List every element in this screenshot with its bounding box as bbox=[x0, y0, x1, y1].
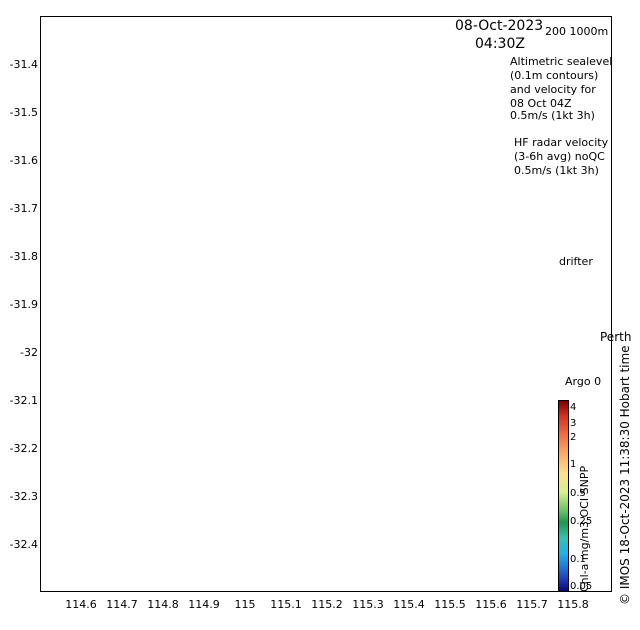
lon-tick: 115.8 bbox=[557, 598, 589, 611]
lon-tick: 115.2 bbox=[311, 598, 343, 611]
lon-tick: 115.5 bbox=[434, 598, 466, 611]
lon-tick: 115.7 bbox=[516, 598, 548, 611]
map-time-title: 04:30Z bbox=[475, 36, 525, 52]
lat-tick: -32.3 bbox=[9, 490, 38, 503]
drifter-label: drifter bbox=[559, 255, 593, 268]
altimetry-legend-text: Altimetric sealevel (0.1m contours) and … bbox=[510, 55, 613, 110]
lon-tick: 114.8 bbox=[147, 598, 179, 611]
colorbar-title: Chl-a mg/m3 OCI SNPP bbox=[578, 465, 591, 592]
hf-radar-legend-text: HF radar velocity (3-6h avg) noQC 0.5m/s… bbox=[514, 136, 609, 177]
lon-tick: 114.9 bbox=[188, 598, 220, 611]
colorbar-tick: 2 bbox=[570, 432, 577, 443]
colorbar-tick: 0.1 bbox=[570, 554, 586, 565]
colorbar-tick: 0.25 bbox=[570, 516, 593, 527]
lat-tick: -31.4 bbox=[9, 58, 38, 71]
lon-tick: 115.1 bbox=[270, 598, 302, 611]
altimetry-speed-label: 0.5m/s (1kt 3h) bbox=[510, 109, 595, 122]
colorbar-tick: 3 bbox=[570, 418, 577, 429]
lon-tick: 114.7 bbox=[106, 598, 138, 611]
colorbar-tick: 1 bbox=[570, 459, 577, 470]
colorbar-tick: 0.05 bbox=[570, 581, 593, 592]
argo-label: Argo 0 bbox=[565, 375, 602, 388]
lat-tick: -32.4 bbox=[9, 538, 38, 551]
map-date-title: 08-Oct-2023 bbox=[455, 18, 544, 34]
lat-tick: -32.1 bbox=[9, 394, 38, 407]
colorbar-tick: 0.5 bbox=[570, 488, 586, 499]
lon-tick: 115 bbox=[234, 598, 256, 611]
colorbar-tick: 4 bbox=[570, 402, 577, 413]
map-frame bbox=[40, 16, 612, 592]
city-label-perth: Perth bbox=[600, 330, 632, 344]
lat-tick: -32.2 bbox=[9, 442, 38, 455]
lon-tick: 114.6 bbox=[65, 598, 97, 611]
lon-tick: 115.4 bbox=[393, 598, 425, 611]
lat-tick: -31.6 bbox=[9, 154, 38, 167]
lat-tick: -31.8 bbox=[9, 250, 38, 263]
lat-tick: -31.5 bbox=[9, 106, 38, 119]
copyright-timestamp: © IMOS 18-Oct-2023 11:38:30 Hobart time bbox=[618, 345, 632, 605]
chlorophyll-colorbar bbox=[558, 400, 569, 592]
lat-tick: -31.9 bbox=[9, 298, 38, 311]
lat-tick: -31.7 bbox=[9, 202, 38, 215]
lat-tick: -32 bbox=[20, 346, 38, 359]
lon-tick: 115.6 bbox=[475, 598, 507, 611]
lon-tick: 115.3 bbox=[352, 598, 384, 611]
contour-scale-label: 200 1000m bbox=[545, 25, 609, 38]
